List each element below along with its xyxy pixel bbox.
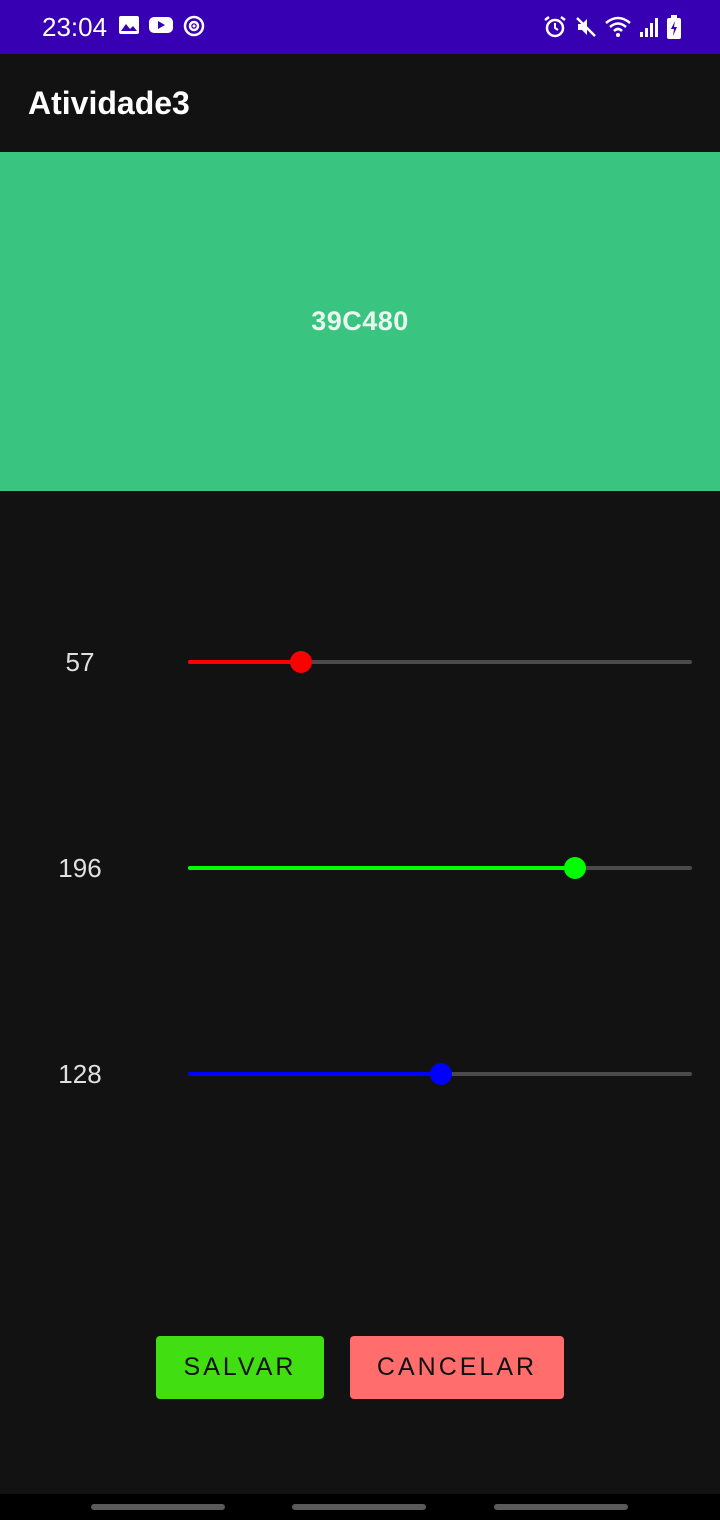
image-icon xyxy=(119,16,139,34)
battery-icon xyxy=(667,15,681,39)
green-value-label: 196 xyxy=(58,853,102,883)
youtube-icon xyxy=(149,17,173,33)
nav-recents-handle[interactable] xyxy=(91,1504,225,1510)
status-time: 23:04 xyxy=(42,12,108,42)
wifi-icon xyxy=(605,16,631,37)
alarm-icon xyxy=(544,16,566,38)
green-slider-thumb[interactable] xyxy=(564,857,587,879)
red-slider-thumb[interactable] xyxy=(289,651,312,673)
cancel-button[interactable]: CANCELAR xyxy=(350,1336,564,1399)
nav-back-handle[interactable] xyxy=(494,1504,628,1510)
green-slider-fill xyxy=(188,866,576,870)
red-slider-fill xyxy=(188,660,301,664)
app-bar: Atividade3 xyxy=(0,54,720,152)
blue-slider-row: 128 xyxy=(0,1054,720,1094)
green-slider-row: 196 xyxy=(0,848,720,888)
blue-slider-thumb[interactable] xyxy=(430,1063,452,1085)
sync-icon xyxy=(183,15,205,37)
red-slider-row: 57 xyxy=(0,642,720,682)
navigation-bar xyxy=(0,1494,720,1520)
page-title: Atividade3 xyxy=(28,85,190,121)
status-right-icons xyxy=(542,14,682,40)
nav-home-handle[interactable] xyxy=(292,1504,426,1510)
mute-icon xyxy=(576,17,596,37)
status-left-icons xyxy=(118,14,206,38)
hex-code-label: 39C480 xyxy=(311,306,409,336)
green-slider[interactable] xyxy=(188,857,692,879)
blue-value-label: 128 xyxy=(58,1059,102,1089)
status-bar: 23:04 xyxy=(0,0,720,54)
color-preview: 39C480 xyxy=(0,152,720,491)
blue-slider[interactable] xyxy=(188,1063,692,1085)
save-button[interactable]: SALVAR xyxy=(156,1336,324,1399)
blue-slider-fill xyxy=(188,1072,441,1076)
red-slider[interactable] xyxy=(188,651,692,673)
signal-icon xyxy=(640,18,658,37)
red-value-label: 57 xyxy=(65,647,95,677)
